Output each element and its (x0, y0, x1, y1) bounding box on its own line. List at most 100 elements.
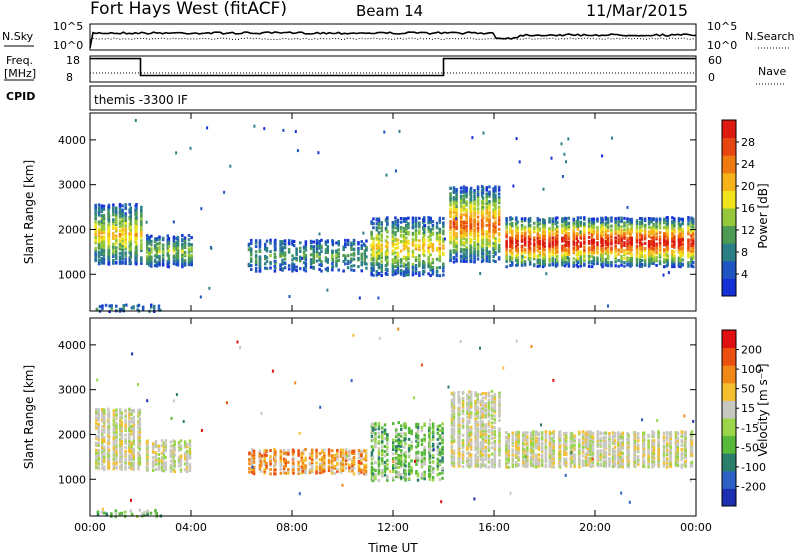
data-cell (337, 240, 340, 243)
data-cell (677, 244, 681, 248)
data-cell (587, 224, 591, 228)
data-cell (561, 253, 564, 257)
data-cell (658, 223, 662, 227)
data-cell (455, 249, 458, 253)
data-cell (129, 208, 132, 212)
data-cell (263, 457, 266, 461)
data-cell (335, 254, 338, 258)
data-cell (543, 263, 546, 266)
data-cell (97, 253, 101, 257)
data-cell (449, 186, 452, 190)
data-cell (690, 261, 693, 265)
data-cell (435, 221, 439, 225)
data-cell (336, 453, 339, 457)
data-cell (455, 234, 458, 238)
data-cell (258, 250, 262, 254)
data-cell (370, 470, 374, 474)
data-cell (481, 245, 485, 249)
data-cell (427, 235, 430, 239)
data-cell (172, 249, 176, 253)
data-cell (538, 234, 541, 238)
data-cell (115, 213, 118, 217)
data-cell (692, 244, 695, 247)
data-cell (436, 467, 440, 471)
data-cell (154, 445, 158, 449)
data-cell (461, 445, 465, 449)
data-cell (279, 449, 283, 453)
data-cell (639, 240, 642, 244)
data-cell (183, 455, 187, 459)
data-cell (173, 443, 176, 447)
data-cell (690, 264, 693, 268)
data-cell (357, 456, 361, 460)
data-cell (310, 453, 314, 457)
data-cell (124, 418, 127, 422)
data-cell (476, 195, 480, 198)
data-cell (102, 242, 106, 246)
data-cell (140, 213, 143, 217)
data-cell (337, 268, 340, 272)
data-cell (252, 460, 256, 464)
data-cell (102, 204, 106, 208)
data-cell (164, 439, 167, 443)
data-cell (154, 467, 158, 471)
data-cell (138, 456, 142, 460)
data-cell (112, 467, 116, 471)
data-cell (441, 438, 444, 442)
data-cell (102, 207, 106, 211)
data-cell (162, 469, 166, 473)
data-cell (576, 223, 580, 227)
data-cell (97, 450, 100, 454)
data-cell (551, 223, 554, 227)
data-cell (476, 185, 480, 189)
data-cell (324, 267, 328, 271)
data-cell (468, 443, 471, 447)
data-cell (438, 248, 442, 252)
data-cell (162, 464, 166, 468)
data-cell (435, 231, 439, 235)
data-cell (492, 198, 495, 201)
data-cell (431, 246, 435, 250)
data-cell (146, 451, 149, 455)
data-cell (337, 248, 340, 252)
data-cell (394, 260, 397, 264)
data-cell (381, 459, 384, 463)
data-cell (663, 242, 666, 246)
data-cell (601, 251, 604, 255)
data-cell (395, 435, 398, 439)
data-cell (681, 222, 684, 226)
data-cell (357, 249, 360, 253)
data-cell (647, 240, 651, 243)
data-cell (124, 218, 127, 222)
data-cell (309, 262, 313, 266)
data-cell (420, 474, 424, 478)
data-cell (459, 200, 463, 204)
data-cell (148, 257, 151, 261)
data-cell (516, 243, 519, 247)
data-cell (462, 189, 466, 193)
data-cell (335, 256, 338, 260)
data-cell (395, 460, 398, 464)
data-cell (690, 220, 693, 224)
data-cell (279, 243, 282, 247)
data-cell (414, 269, 418, 273)
data-cell (103, 428, 106, 432)
data-cell (121, 237, 124, 241)
data-cell (465, 193, 468, 197)
data-cell (153, 254, 157, 258)
data-cell (132, 453, 135, 457)
data-cell (304, 456, 307, 460)
data-cell (492, 187, 495, 191)
data-cell (420, 463, 424, 467)
data-cell (655, 246, 658, 250)
data-cell (342, 248, 345, 251)
data-cell (357, 449, 361, 452)
data-cell (479, 272, 482, 275)
data-cell (601, 219, 604, 223)
data-cell (324, 240, 328, 244)
data-cell (140, 261, 143, 265)
data-cell (422, 246, 425, 250)
data-cell (516, 235, 519, 239)
data-cell (321, 463, 324, 467)
data-cell (459, 204, 463, 208)
